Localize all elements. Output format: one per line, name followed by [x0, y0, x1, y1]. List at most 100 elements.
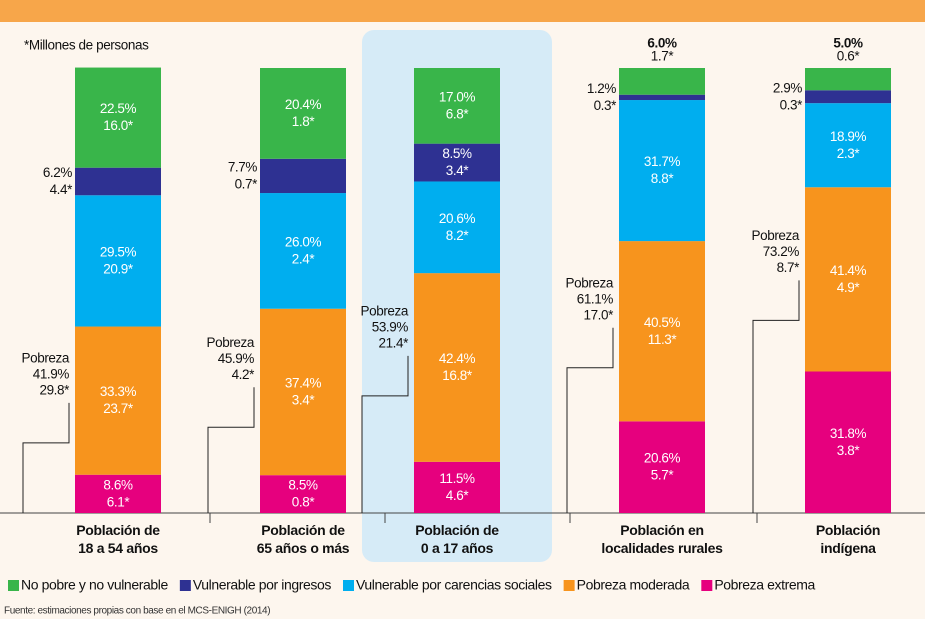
millions-label: 0.3* [594, 98, 618, 113]
poverty-millions: 21.4* [378, 335, 409, 350]
category-label: Población de 18 a 54 años [76, 522, 160, 556]
value-label: 26.0% [285, 234, 322, 249]
millions-label: 6.1* [107, 494, 131, 509]
value-label: 17.0% [439, 89, 476, 104]
value-label: 31.7% [644, 154, 681, 169]
bar-segment [619, 100, 705, 242]
bar-segment [75, 195, 161, 327]
poverty-bracket [361, 355, 409, 513]
category-label: Población en localidades rurales [601, 522, 723, 556]
millions-label: 4.4* [50, 182, 74, 197]
value-label: 41.4% [830, 263, 867, 278]
header-strip [0, 0, 925, 22]
bar-segment [414, 181, 500, 274]
poverty-percent: 41.9% [33, 366, 70, 381]
bar-segment [619, 94, 705, 101]
category-label: Población de 0 a 17 años [415, 522, 499, 556]
value-label: 8.5% [442, 146, 472, 161]
legend-swatch [563, 580, 575, 591]
bar-segment [260, 475, 346, 513]
millions-label: 11.3* [648, 332, 678, 347]
value-label: 42.4% [439, 351, 476, 366]
bar-segment [260, 68, 346, 159]
bar-segment [75, 474, 161, 513]
value-label: 31.8% [830, 426, 867, 441]
value-label: 7.7% [228, 159, 258, 174]
millions-label: 8.8* [651, 171, 675, 186]
millions-label: 4.6* [446, 488, 470, 503]
category-label: Población de 65 años o más [256, 522, 350, 556]
poverty-percent: 45.9% [218, 351, 255, 366]
poverty-label: Pobreza [207, 335, 255, 350]
millions-label: 23.7* [103, 401, 134, 416]
value-label: 22.5% [100, 101, 137, 116]
poverty-millions: 8.7* [777, 260, 801, 275]
millions-label: 0.8* [292, 495, 316, 510]
bar-segment [805, 90, 891, 104]
value-label: 11.5% [439, 471, 475, 486]
millions-label: 3.4* [446, 163, 470, 178]
millions-label: 0.3* [780, 97, 804, 112]
bar-segment [619, 241, 705, 422]
legend-label: Pobreza extrema [714, 577, 815, 593]
legend-label: Vulnerable por ingresos [193, 577, 332, 593]
millions-label: 1.7* [651, 49, 675, 64]
bar-segment [75, 326, 161, 475]
value-label: 20.6% [644, 451, 681, 466]
value-label: 1.2% [587, 81, 617, 96]
poverty-percent: 61.1% [577, 291, 614, 306]
value-label: 20.4% [285, 97, 322, 112]
bar-segment [805, 68, 891, 91]
millions-label: 0.7* [235, 176, 259, 191]
value-label: 29.5% [100, 244, 137, 259]
millions-label: 2.4* [292, 251, 316, 266]
value-label: 8.6% [103, 477, 133, 492]
poverty-bracket [566, 327, 614, 513]
poverty-percent: 53.9% [372, 319, 409, 334]
subtitle: *Millones de personas [24, 38, 149, 53]
poverty-percent: 73.2% [763, 244, 800, 259]
bar-segment [414, 68, 500, 144]
value-label: 6.2% [43, 165, 73, 180]
millions-label: 1.8* [292, 114, 316, 129]
poverty-millions: 17.0* [583, 307, 614, 322]
bar-segment [414, 461, 500, 513]
bar-segment [260, 193, 346, 309]
millions-label: 4.9* [837, 280, 861, 295]
bar-segment [414, 273, 500, 462]
poverty-label: Pobreza [752, 228, 800, 243]
value-label: 8.5% [288, 478, 318, 493]
bar-segment [75, 67, 161, 168]
bar-segment [619, 421, 705, 513]
legend-label: Vulnerable por carencias sociales [356, 577, 552, 593]
bar-segment [805, 103, 891, 188]
legend-swatch [343, 580, 354, 591]
bar-segment [414, 143, 500, 182]
poverty-label: Pobreza [361, 303, 409, 318]
millions-label: 3.8* [837, 443, 861, 458]
value-label: 33.3% [100, 384, 137, 399]
bar-segment [75, 167, 161, 196]
legend-label: No pobre y no vulnerable [21, 577, 168, 593]
millions-label: 5.7* [651, 468, 675, 483]
poverty-bracket [207, 387, 255, 513]
millions-label: 16.0* [103, 118, 134, 133]
poverty-bracket [752, 280, 800, 513]
bar-segment [260, 158, 346, 194]
poverty-bracket [22, 402, 70, 513]
millions-label: 3.4* [292, 393, 316, 408]
millions-label: 8.2* [446, 228, 470, 243]
value-label: 2.9% [773, 80, 803, 95]
value-label: 20.6% [439, 211, 476, 226]
value-label: 6.0% [647, 36, 677, 51]
category-label: Población indígena [815, 522, 881, 556]
millions-label: 16.8* [442, 368, 473, 383]
value-label: 37.4% [285, 376, 322, 391]
poverty-label: Pobreza [566, 275, 614, 290]
millions-label: 20.9* [103, 261, 134, 276]
millions-label: 2.3* [837, 146, 861, 161]
poverty-millions: 29.8* [39, 382, 70, 397]
legend-swatch [179, 580, 191, 591]
